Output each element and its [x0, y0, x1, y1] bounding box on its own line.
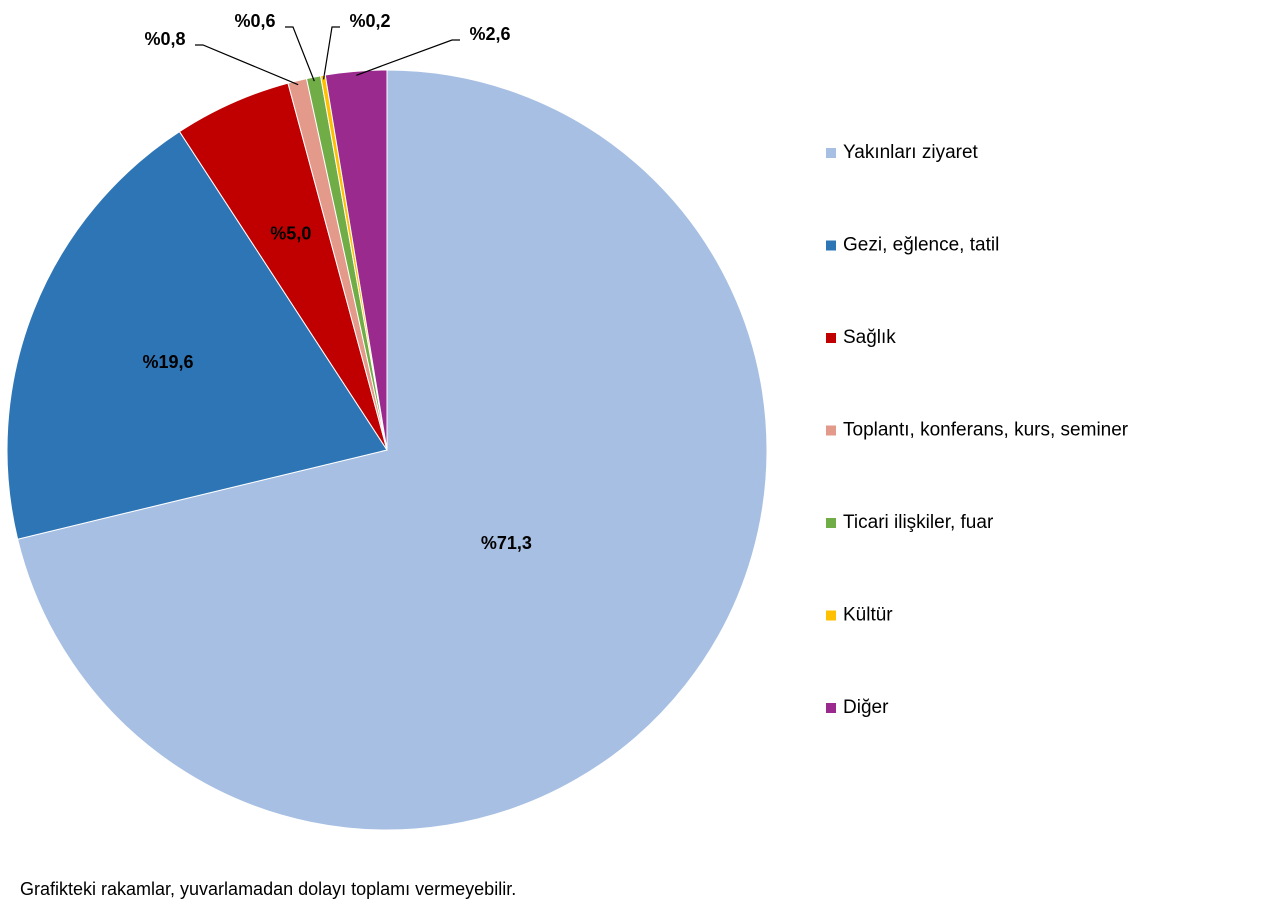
legend-marker: [826, 610, 836, 621]
legend-marker: [826, 425, 836, 436]
leader-line: [356, 39, 460, 76]
legend-label: Diğer: [843, 697, 889, 718]
leader-line: [322, 26, 340, 80]
legend-marker: [826, 148, 836, 158]
value-label: %0,2: [349, 11, 390, 31]
legend-label: Sağlık: [843, 327, 896, 348]
leader-line: [285, 26, 315, 82]
value-label: %5,0: [270, 224, 311, 244]
legend-marker: [826, 518, 836, 528]
legend-label: Toplantı, konferans, kurs, seminer: [843, 420, 1129, 441]
leader-line: [195, 44, 299, 86]
value-label: %19,6: [143, 352, 194, 372]
pie-slice: [324, 69, 388, 451]
pie-slice: [6, 130, 388, 540]
legend-label: Kültür: [843, 605, 893, 626]
pie-slice: [17, 69, 768, 831]
value-label: %71,3: [481, 533, 532, 553]
legend-marker: [826, 333, 836, 343]
footnote: Grafikteki rakamlar, yuvarlamadan dolayı…: [20, 879, 516, 899]
legend-marker: [826, 240, 836, 251]
legend-label: Yakınları ziyaret: [843, 142, 979, 163]
value-label: %2,6: [469, 24, 510, 44]
legend-marker: [826, 703, 836, 713]
value-label: %0,6: [234, 11, 275, 31]
legend-label: Ticari ilişkiler, fuar: [843, 512, 994, 533]
legend-label: Gezi, eğlence, tatil: [843, 235, 999, 256]
value-label: %0,8: [144, 29, 185, 49]
